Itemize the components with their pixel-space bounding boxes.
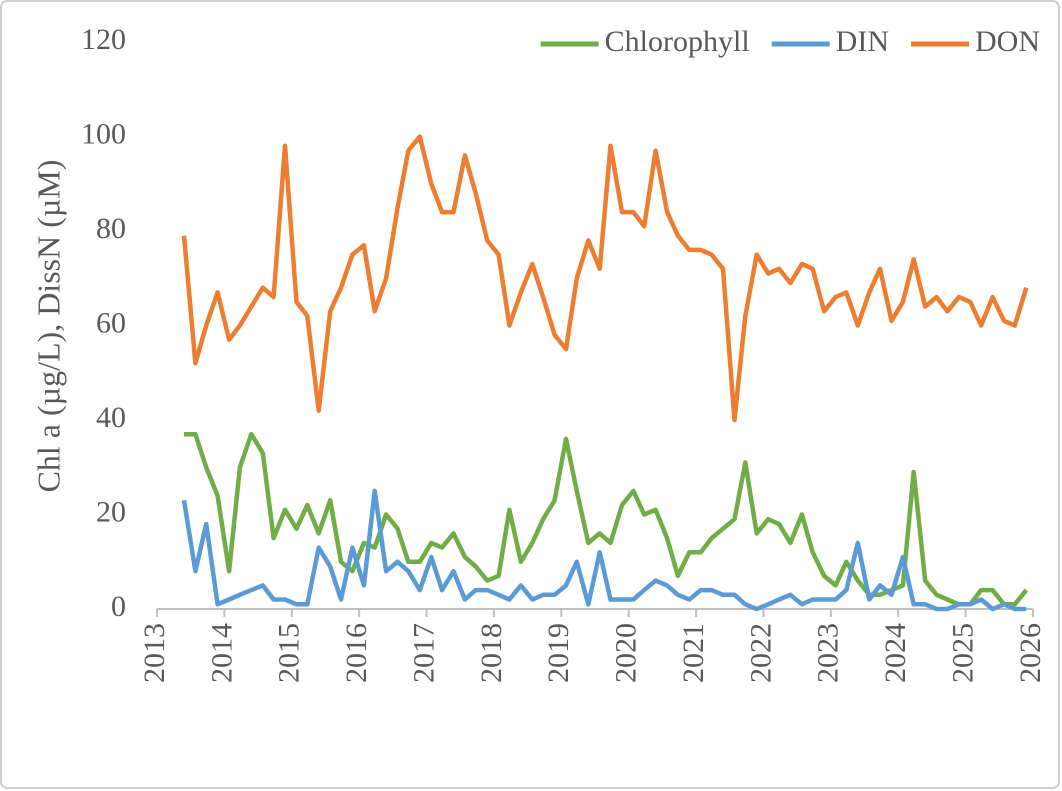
series-line — [181, 134, 1029, 423]
x-tick-label: 2021 — [677, 623, 710, 683]
y-axis-label: Chl a (µg/L), DissN (µM) — [30, 160, 66, 493]
x-tick-label: 2015 — [273, 623, 306, 683]
x-tick-label: 2016 — [340, 623, 373, 683]
x-tick-label: 2018 — [475, 623, 508, 683]
x-tick-label: 2019 — [542, 623, 575, 683]
x-tick-label: 2026 — [1014, 623, 1047, 683]
x-tick-label: 2022 — [744, 623, 777, 683]
y-tick-label: 0 — [111, 590, 126, 623]
y-tick-label: 120 — [81, 23, 126, 56]
y-tick-label: 40 — [96, 401, 126, 434]
x-tick-label: 2023 — [812, 623, 845, 683]
y-tick-label: 20 — [96, 495, 126, 528]
y-tick-label: 100 — [81, 117, 126, 150]
x-tick-label: 2017 — [407, 623, 440, 683]
x-tick-label: 2013 — [138, 623, 171, 683]
y-tick-label: 60 — [96, 306, 126, 339]
x-tick-label: 2025 — [947, 623, 980, 683]
y-tick-label: 80 — [96, 212, 126, 245]
legend-label: DIN — [836, 25, 889, 58]
x-tick-label: 2024 — [879, 623, 912, 683]
x-tick-label: 2014 — [205, 623, 238, 683]
series-line — [181, 488, 1027, 612]
legend-label: DON — [975, 25, 1040, 58]
legend-label: Chlorophyll — [605, 25, 750, 58]
x-tick-label: 2020 — [610, 623, 643, 683]
